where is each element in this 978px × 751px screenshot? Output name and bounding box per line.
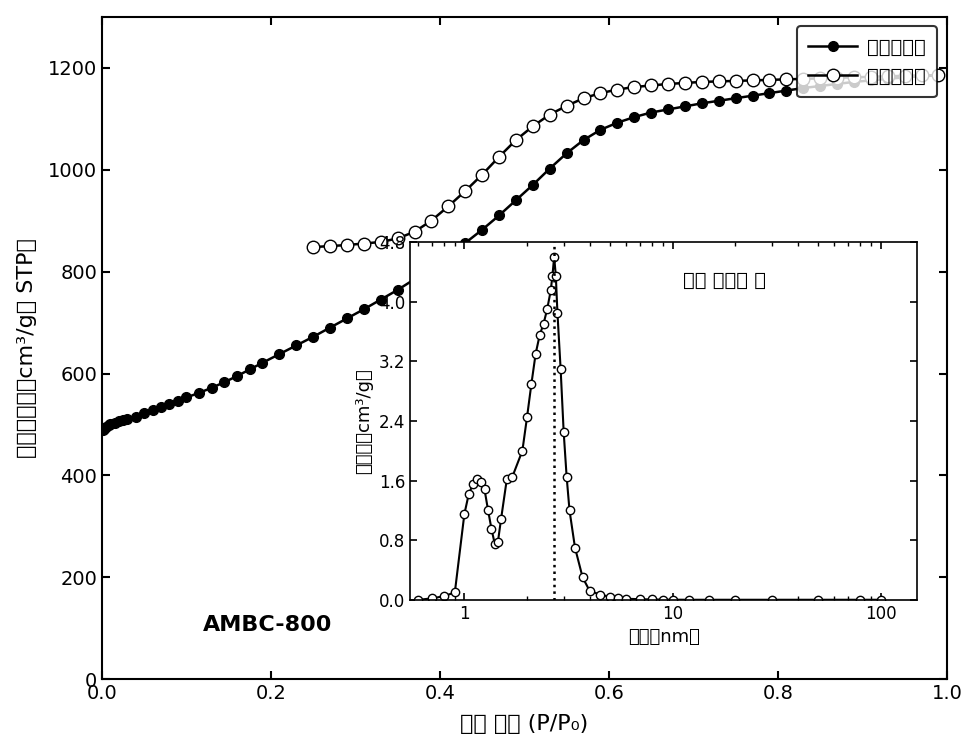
脱附等温线 [779, 75, 791, 84]
吸附等温线 [526, 180, 538, 189]
脱附等温线 [493, 152, 505, 161]
脱附等温线 [307, 243, 319, 252]
X-axis label: 相对 压力 (P/P₀): 相对 压力 (P/P₀) [460, 714, 588, 734]
脱附等温线 [577, 94, 589, 103]
脱附等温线 [763, 75, 775, 84]
脱附等温线 [526, 122, 538, 131]
Legend: 吸附等温线, 脱附等温线: 吸附等温线, 脱附等温线 [796, 26, 936, 98]
脱附等温线 [560, 101, 572, 110]
吸附等温线 [914, 72, 926, 81]
脱附等温线 [442, 202, 454, 211]
脱附等温线 [594, 89, 605, 98]
脱附等温线 [391, 234, 403, 243]
脱附等温线 [932, 71, 944, 80]
Line: 吸附等温线: 吸附等温线 [98, 71, 943, 434]
吸附等温线 [109, 418, 120, 427]
脱附等温线 [729, 77, 740, 86]
Line: 脱附等温线: 脱附等温线 [306, 69, 944, 253]
脱附等温线 [898, 71, 910, 80]
脱附等温线 [425, 216, 437, 225]
脱附等温线 [645, 81, 656, 90]
吸附等温线 [97, 425, 109, 434]
脱附等温线 [375, 237, 386, 246]
脱附等温线 [510, 135, 521, 144]
吸附等温线 [796, 83, 808, 92]
脱附等温线 [358, 239, 370, 248]
吸附等温线 [193, 388, 204, 397]
脱附等温线 [865, 72, 876, 81]
脱附等温线 [544, 110, 556, 119]
吸附等温线 [155, 403, 166, 412]
脱附等温线 [814, 74, 825, 83]
脱附等温线 [324, 242, 335, 251]
Y-axis label: 体积吸附量（cm³/g， STP）: 体积吸附量（cm³/g， STP） [17, 238, 36, 458]
脱附等温线 [340, 240, 352, 249]
脱附等温线 [847, 73, 859, 82]
脱附等温线 [679, 78, 690, 87]
Text: AMBC-800: AMBC-800 [203, 615, 333, 635]
脱附等温线 [628, 83, 640, 92]
脱附等温线 [830, 74, 842, 83]
脱附等温线 [881, 72, 893, 81]
脱附等温线 [475, 170, 487, 179]
吸附等温线 [932, 71, 944, 80]
脱附等温线 [914, 71, 926, 80]
脱附等温线 [611, 85, 623, 94]
脱附等温线 [712, 77, 724, 86]
脱附等温线 [408, 228, 420, 237]
脱附等温线 [746, 76, 758, 85]
脱附等温线 [695, 77, 707, 86]
脱附等温线 [661, 80, 673, 89]
脱附等温线 [459, 186, 470, 195]
脱附等温线 [796, 74, 808, 83]
